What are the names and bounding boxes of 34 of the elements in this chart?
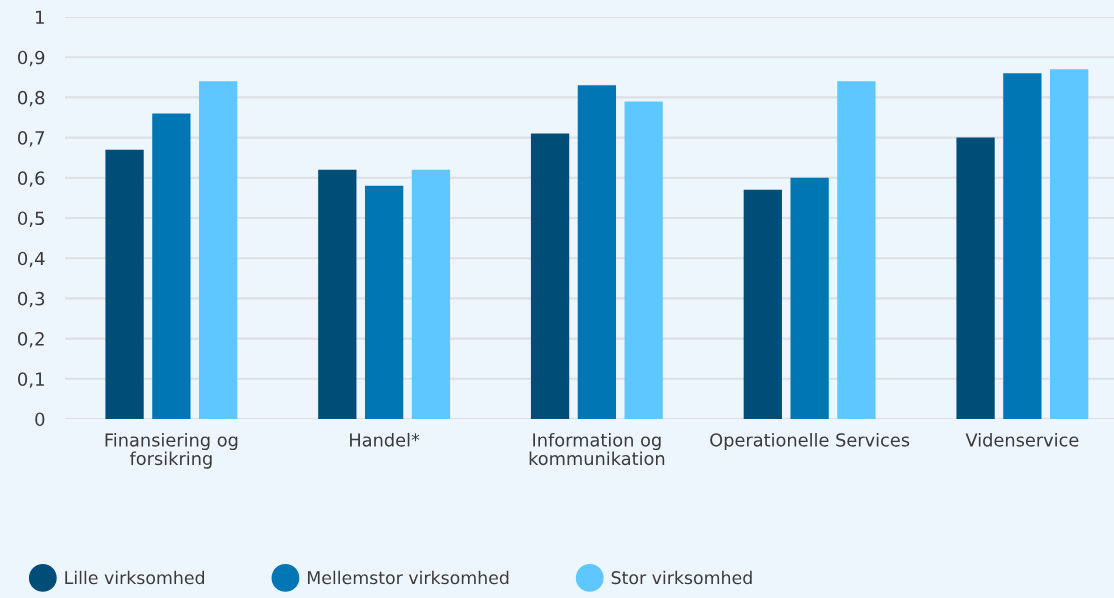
y-tick-label: 0,6 — [18, 171, 45, 187]
x-tick-label: Information og kommunikation — [529, 432, 665, 466]
x-tick-label: Finansiering og forsikring — [105, 432, 238, 469]
y-tick-label: 0,1 — [18, 372, 44, 388]
y-tick-label: 0,4 — [18, 251, 45, 268]
bar — [790, 177, 829, 419]
bar — [577, 85, 617, 419]
x-tick-label: Videnservice — [965, 432, 1079, 447]
bar — [624, 101, 663, 419]
bar — [364, 185, 404, 419]
y-tick-label: 1 — [36, 10, 44, 24]
y-tick-label: 0,2 — [18, 332, 44, 348]
y-tick-label: 0,5 — [18, 211, 44, 227]
bar — [199, 81, 238, 419]
y-tick-label: 0 — [35, 412, 45, 427]
y-tick-label: 0,9 — [18, 50, 45, 67]
bar — [743, 189, 782, 419]
bar — [1003, 73, 1042, 419]
bar — [411, 169, 451, 419]
bar — [318, 169, 357, 419]
y-tick-label: 0,7 — [18, 131, 45, 147]
legend-label: Lille virksomhed — [65, 570, 204, 585]
legend-label: Mellemstor virksomhed — [307, 570, 509, 585]
bar — [530, 133, 570, 419]
y-tick-label: 0,3 — [18, 291, 45, 308]
bar — [956, 137, 995, 419]
y-tick-label: 0,8 — [18, 90, 45, 107]
x-tick-label: Operationelle Services — [710, 432, 910, 451]
bar — [152, 113, 191, 419]
bar — [1050, 69, 1089, 419]
bar — [105, 149, 144, 419]
x-tick-label: Handel* — [350, 432, 420, 447]
bar — [837, 81, 876, 419]
legend-label: Stor virksomhed — [611, 570, 752, 585]
